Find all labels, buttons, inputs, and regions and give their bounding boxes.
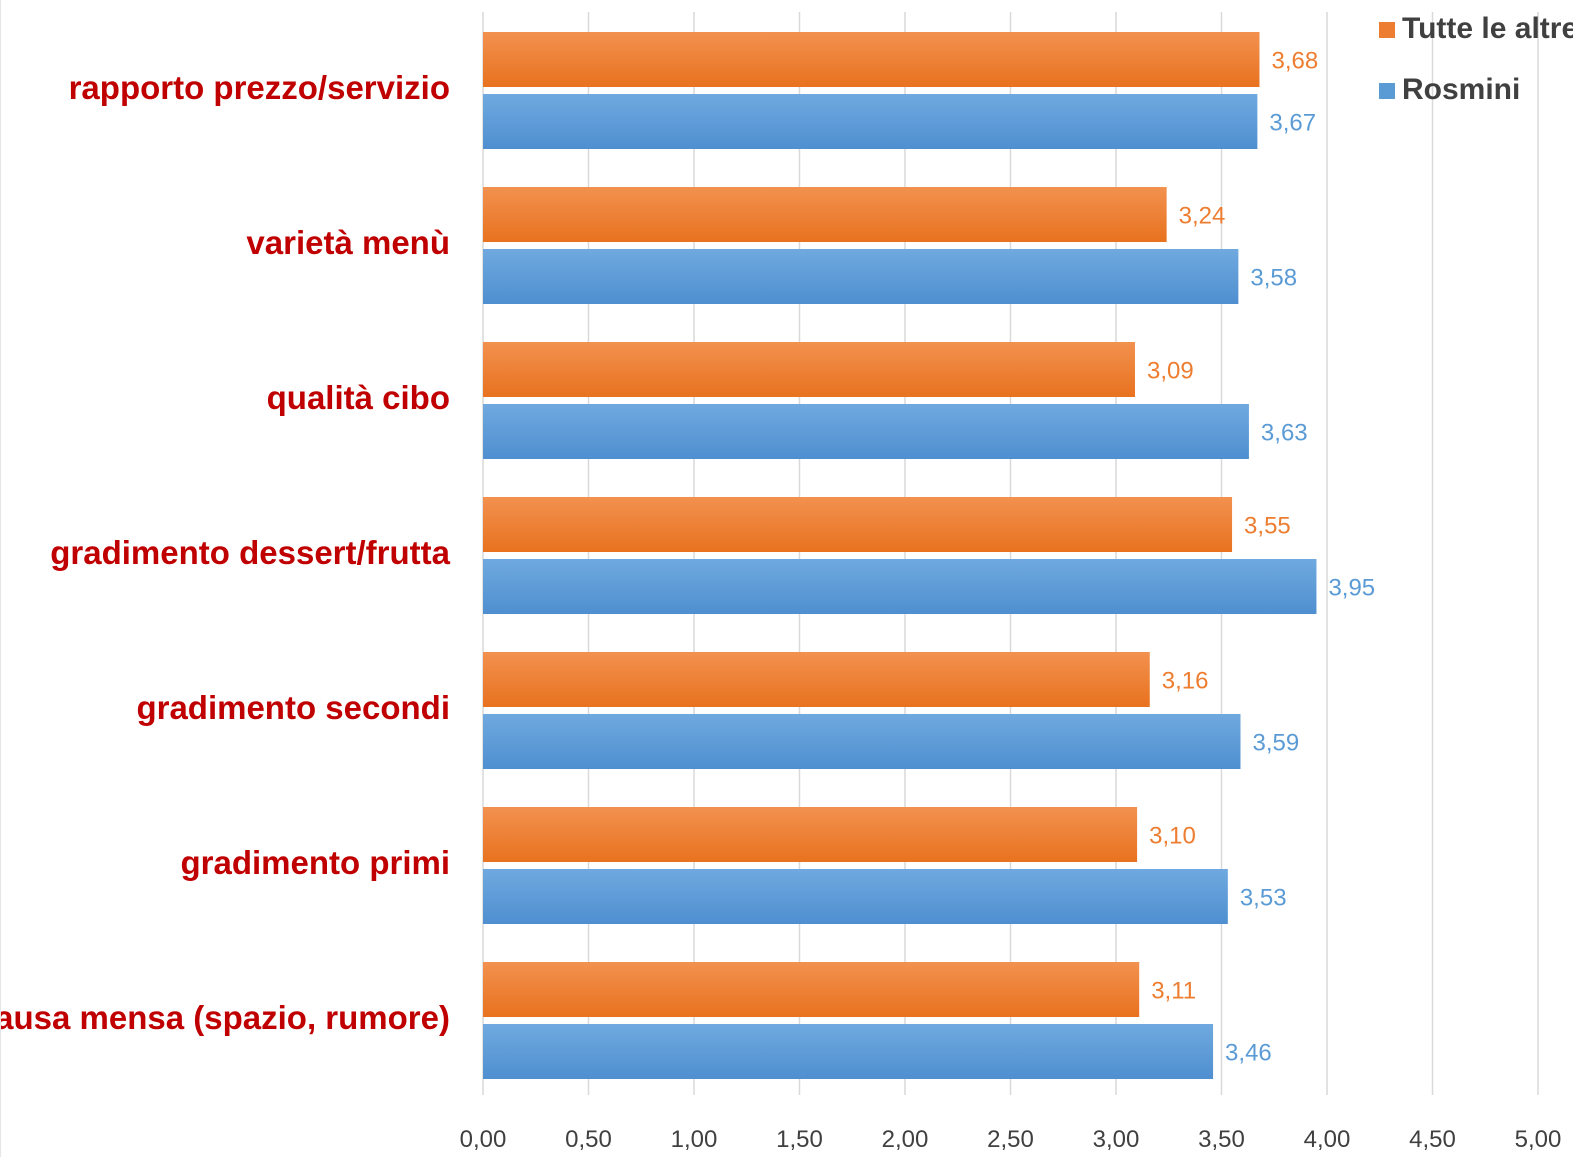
x-tick-label: 3,50 xyxy=(1198,1126,1245,1153)
data-label: 3,95 xyxy=(1328,575,1375,602)
data-label: 3,55 xyxy=(1244,513,1291,540)
legend-label: Rosmini xyxy=(1402,73,1520,106)
category-label: qualità cibo xyxy=(267,379,450,416)
data-label: 3,16 xyxy=(1162,668,1209,695)
bar-rosmini xyxy=(483,559,1317,614)
bar-tutte-le-altre xyxy=(483,32,1260,87)
bar-rosmini xyxy=(483,249,1239,304)
bar-tutte-le-altre xyxy=(483,962,1140,1017)
category-label: gradimento primi xyxy=(180,844,450,881)
data-label: 3,59 xyxy=(1252,730,1299,757)
data-labels: 3,68 3,67 3,24 3,58 3,09 3,63 3,55 3,95 3,16 3,59… xyxy=(1147,48,1375,1067)
data-label: 3,10 xyxy=(1149,823,1196,850)
legend: Tutte le altre Rosmini xyxy=(1379,12,1573,106)
x-axis-tick-labels: 0,00 0,50 1,00 1,50 2,00 2,50 3,00 3,50 4,00 4,50… xyxy=(460,1126,1562,1153)
bar-rosmini xyxy=(483,404,1249,459)
x-tick-label: 0,50 xyxy=(565,1126,612,1153)
bar-rosmini xyxy=(483,94,1258,149)
data-label: 3,68 xyxy=(1271,48,1318,75)
legend-swatch xyxy=(1379,22,1395,38)
data-label: 3,58 xyxy=(1250,265,1297,292)
bar-tutte-le-altre xyxy=(483,497,1233,552)
bar-rosmini xyxy=(483,869,1228,924)
x-tick-label: 1,00 xyxy=(671,1126,718,1153)
x-tick-label: 3,00 xyxy=(1093,1126,1140,1153)
bar-tutte-le-altre xyxy=(483,187,1167,242)
data-label: 3,11 xyxy=(1151,978,1196,1005)
data-label: 3,63 xyxy=(1261,420,1308,447)
bar-tutte-le-altre xyxy=(483,807,1138,862)
category-label: gradimento dessert/frutta xyxy=(50,534,450,571)
x-tick-label: 5,00 xyxy=(1515,1126,1562,1153)
x-tick-label: 2,00 xyxy=(882,1126,929,1153)
x-tick-label: 1,50 xyxy=(776,1126,823,1153)
bar-tutte-le-altre xyxy=(483,342,1135,397)
data-label: 3,67 xyxy=(1269,110,1316,137)
category-labels: rapporto prezzo/servizio varietà menù qual… xyxy=(1,69,451,1036)
data-label: 3,24 xyxy=(1179,203,1226,230)
legend-swatch xyxy=(1379,83,1395,99)
category-label: gradimento secondi xyxy=(136,689,450,726)
x-tick-label: 0,00 xyxy=(460,1126,507,1153)
x-tick-label: 2,50 xyxy=(987,1126,1034,1153)
category-label: pausa mensa (spazio, rumore) xyxy=(1,999,450,1036)
category-label: rapporto prezzo/servizio xyxy=(69,69,450,106)
data-label: 3,09 xyxy=(1147,358,1194,385)
bar-rosmini xyxy=(483,714,1241,769)
x-tick-label: 4,00 xyxy=(1304,1126,1351,1153)
data-label: 3,53 xyxy=(1240,885,1287,912)
category-label: varietà menù xyxy=(246,224,450,261)
bar-tutte-le-altre xyxy=(483,652,1150,707)
gridlines xyxy=(482,12,1539,1095)
data-label: 3,46 xyxy=(1225,1040,1272,1067)
bar-rosmini xyxy=(483,1024,1214,1079)
x-tick-label: 4,50 xyxy=(1409,1126,1456,1153)
bars xyxy=(483,32,1317,1079)
legend-label: Tutte le altre xyxy=(1402,12,1573,45)
